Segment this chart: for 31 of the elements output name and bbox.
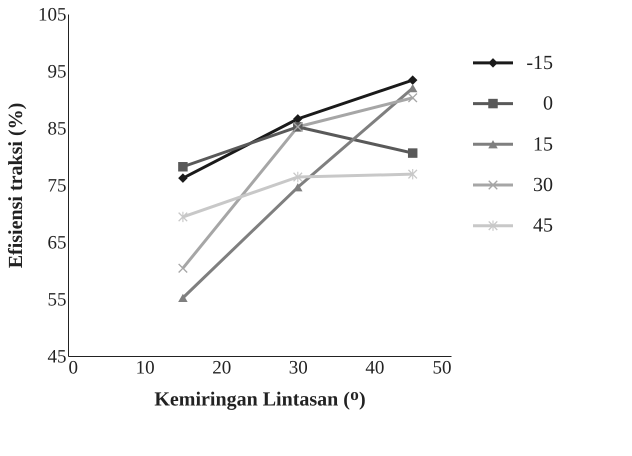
point (178, 294, 188, 302)
x-axis-title: Kemiringan Lintasan (ᴼ) (154, 388, 366, 410)
y-tick-label: 55 (48, 290, 66, 310)
x-tick-label: 20 (212, 358, 232, 378)
legend-label: 0 (543, 92, 553, 115)
y-tick-label: 95 (48, 62, 66, 82)
y-tick-label: 45 (48, 346, 66, 368)
y-tick-label: 105 (38, 4, 66, 26)
x-tick-label: 0 (68, 358, 78, 378)
x-tick-label: 40 (365, 358, 384, 378)
point (408, 93, 418, 103)
point (178, 263, 188, 273)
legend-label: 15 (533, 133, 553, 156)
x-tick-label: 30 (288, 358, 308, 378)
y-axis-title: Efisiensi traksi (%) (5, 102, 27, 268)
point (293, 183, 303, 192)
x-tick-label: 10 (136, 358, 155, 378)
point (178, 173, 188, 183)
legend-label: -15 (526, 52, 553, 74)
point (293, 172, 303, 182)
y-tick-label: 85 (48, 118, 66, 140)
y-tick-label: 75 (48, 176, 66, 196)
point (178, 162, 188, 172)
y-tick-label: 65 (48, 232, 66, 254)
point (408, 168, 418, 180)
legend-label: 30 (533, 174, 553, 196)
point (408, 148, 418, 158)
legend-label: 45 (533, 214, 553, 237)
point (293, 114, 303, 124)
x-tick-label: 50 (432, 358, 452, 378)
point (408, 75, 418, 85)
